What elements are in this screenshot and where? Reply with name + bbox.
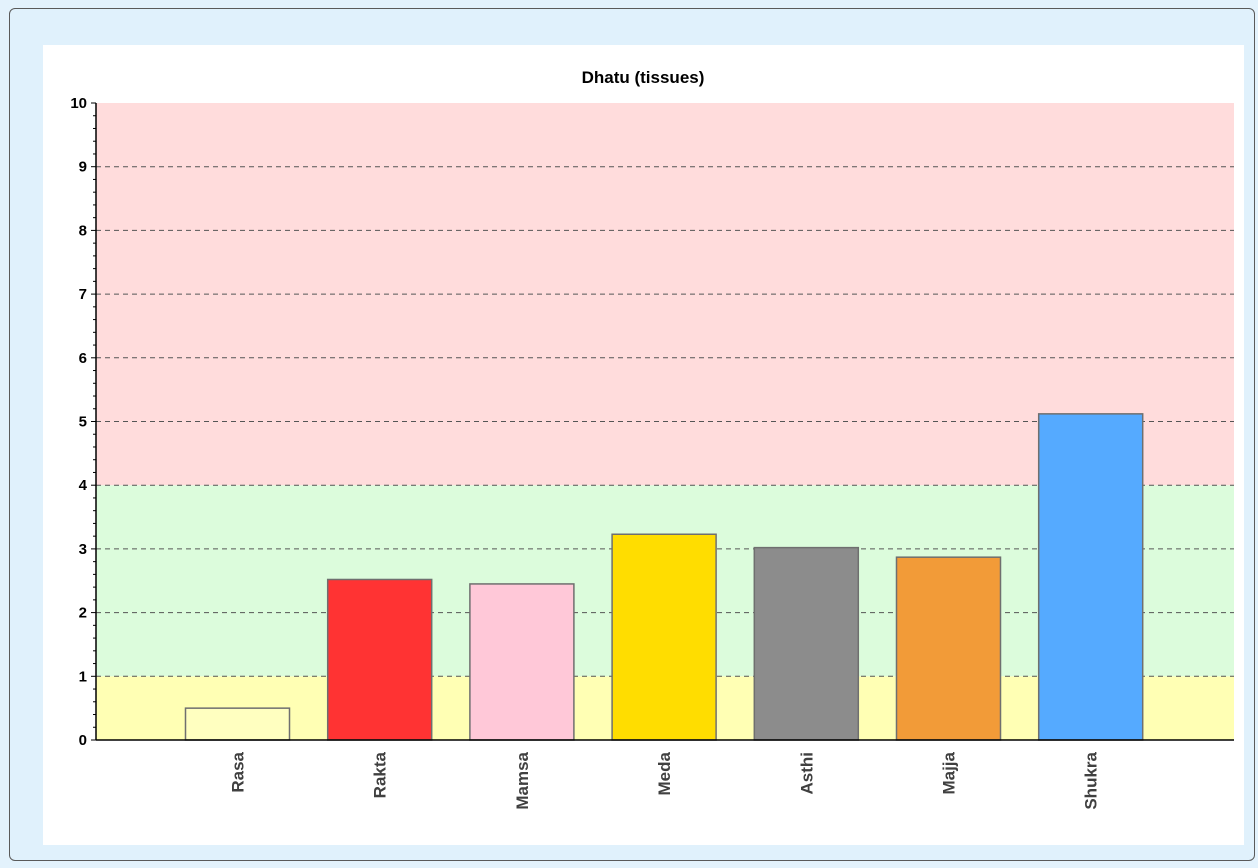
y-tick-label-3: 3	[79, 541, 87, 558]
x-label-rasa: Rasa	[229, 751, 248, 792]
x-label-rakta: Rakta	[371, 751, 390, 798]
y-tick-label-5: 5	[79, 414, 87, 431]
y-tick-label-6: 6	[79, 350, 87, 367]
chart-title: Dhatu (tissues)	[582, 68, 705, 87]
bar-asthi	[753, 546, 860, 741]
x-label-meda: Meda	[655, 751, 674, 795]
y-axis-ticks: 0 1 2 3 4 5 6 7 8 9 10	[70, 95, 96, 749]
bar-rakta	[326, 578, 433, 741]
x-label-mamsa: Mamsa	[513, 751, 532, 809]
y-tick-label-9: 9	[79, 159, 87, 176]
bar-shukra	[1037, 413, 1144, 741]
x-label-majja: Majja	[940, 751, 959, 794]
dhatu-bar-chart: Dhatu (tissues) 0 1 2 3 4 5 6 7 8 9 10 Rasa Rakta Ma…	[70, 68, 1234, 810]
y-tick-label-7: 7	[79, 286, 87, 303]
x-label-asthi: Asthi	[797, 752, 816, 795]
bar-mamsa	[469, 583, 575, 741]
y-tick-label-8: 8	[79, 222, 87, 239]
y-tick-label-0: 0	[79, 732, 87, 749]
y-tick-label-2: 2	[79, 605, 87, 622]
y-tick-label-4: 4	[79, 477, 88, 494]
x-axis-labels: Rasa Rakta Mamsa Meda Asthi Majja Shukra	[229, 751, 1101, 809]
bar-meda	[611, 533, 717, 741]
bar-rasa	[184, 707, 291, 741]
x-label-shukra: Shukra	[1082, 751, 1101, 809]
bar-majja	[895, 556, 1002, 741]
chart-frame: Dhatu (tissues) 0 1 2 3 4 5 6 7 8 9 10 Rasa Rakta Ma…	[9, 8, 1255, 861]
y-tick-label-10: 10	[70, 95, 87, 112]
y-tick-label-1: 1	[79, 668, 87, 685]
bars	[184, 413, 1144, 741]
chart-panel: Dhatu (tissues) 0 1 2 3 4 5 6 7 8 9 10 Rasa Rakta Ma…	[43, 45, 1244, 845]
